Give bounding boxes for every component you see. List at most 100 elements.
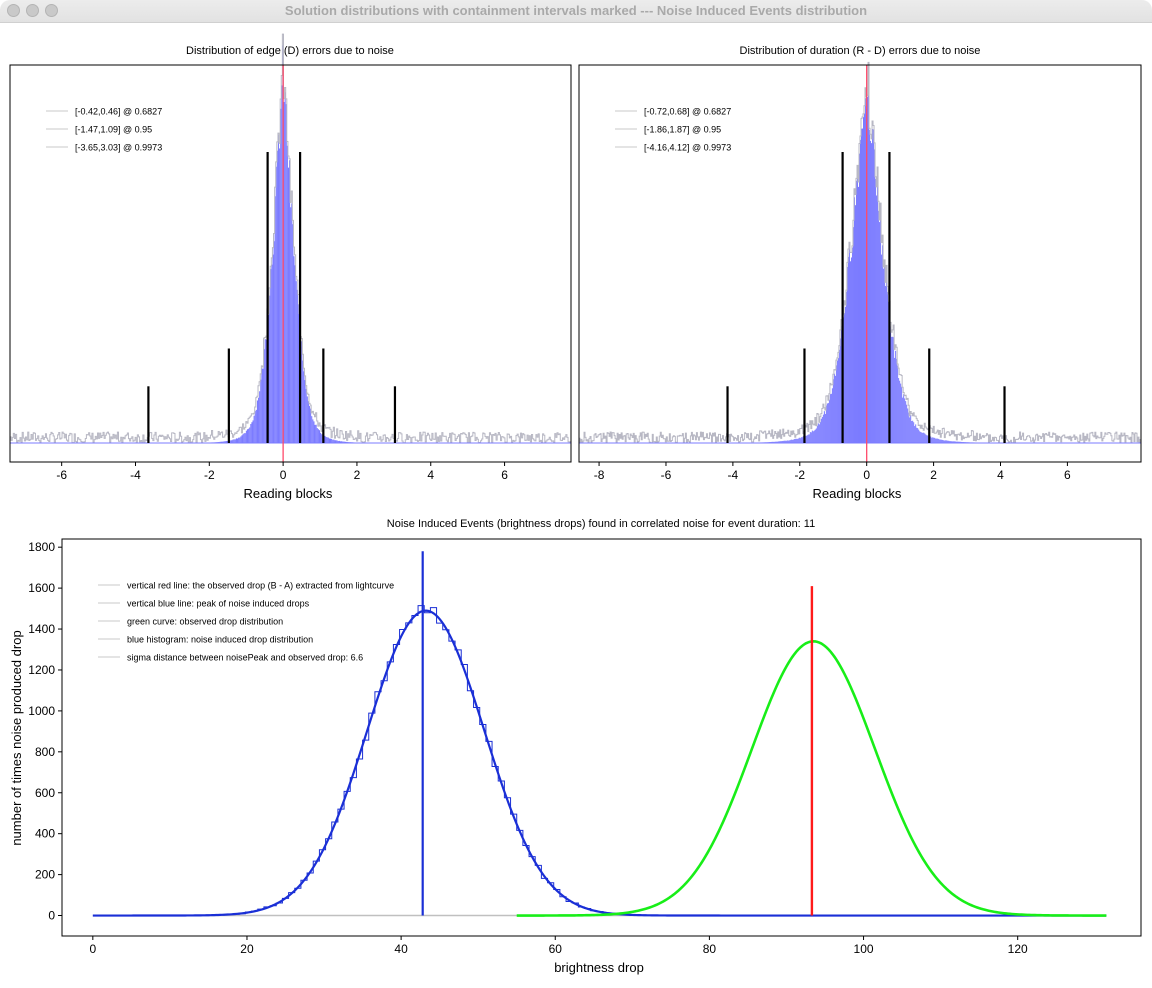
duration-histogram-bar: [800, 437, 802, 443]
duration-histogram-bar: [795, 438, 797, 443]
title-bar: Solution distributions with containment …: [0, 0, 1152, 23]
duration-histogram-bar: [780, 441, 782, 443]
edge-histogram-bar: [233, 439, 235, 443]
duration-histogram-bar: [941, 439, 943, 443]
duration-histogram-bar: [933, 437, 935, 443]
edge-histogram-bar: [338, 440, 340, 443]
noise-events-x-tick-label: 100: [854, 942, 874, 956]
duration-histogram-bar: [880, 210, 882, 443]
noise-events-y-ticks: 0 200 400 600 800 1000 1200 1400 1600 1800: [28, 540, 62, 923]
duration-histogram-bar: [945, 440, 947, 443]
duration-histogram-bar: [909, 417, 911, 443]
duration-histogram-bar: [922, 432, 924, 443]
edge-histogram-bar: [295, 281, 297, 443]
edge-histogram-bar: [327, 437, 329, 443]
edge-histogram-bar: [244, 433, 246, 443]
edge-histogram-bar: [337, 440, 339, 443]
edge-histogram-bar: [333, 439, 335, 443]
duration-histogram-bar: [773, 441, 775, 443]
duration-histogram-bar: [822, 414, 824, 443]
noise-events-panel: Noise Induced Events (brightness drops) …: [9, 518, 1142, 975]
duration-histogram: [578, 61, 1141, 444]
duration-histogram-bar: [777, 441, 779, 443]
duration-histogram-bar: [956, 441, 958, 443]
edge-histogram-bar: [313, 421, 315, 443]
duration-histogram-bar: [946, 440, 948, 443]
edge-legend-label: [-3.65,3.03] @ 0.9973: [75, 143, 162, 153]
edge-histogram-bar: [225, 441, 228, 443]
edge-histogram-bar: [250, 423, 252, 443]
edge-histogram-bar: [296, 289, 298, 443]
edge-histogram-bar: [317, 429, 319, 443]
duration-legend: [-0.72,0.68] @ 0.6827 [-1.86,1.87] @ 0.95…: [615, 107, 731, 153]
edge-histogram-bar: [344, 441, 346, 443]
edge-histogram-bar: [271, 264, 273, 443]
duration-histogram-bar: [948, 440, 950, 443]
duration-histogram-bar: [915, 424, 917, 443]
edge-x-tick-label: -6: [56, 468, 67, 482]
edge-histogram-bar: [291, 203, 293, 443]
edge-histogram-bar: [328, 438, 330, 443]
duration-histogram-bar: [815, 428, 817, 443]
noise-distribution-curve: [92, 609, 1107, 917]
minimize-window-button[interactable]: [26, 4, 39, 17]
duration-x-tick-label: 4: [997, 468, 1004, 482]
edge-histogram-bar: [232, 439, 234, 443]
edge-legend-label: [-0.42,0.46] @ 0.6827: [75, 107, 162, 117]
duration-histogram-bar: [957, 441, 959, 443]
duration-histogram-bar: [865, 98, 867, 443]
duration-histogram-bar: [930, 436, 932, 443]
edge-histogram-bar: [279, 148, 281, 444]
edge-histogram-bar: [252, 420, 254, 443]
duration-histogram-bar: [890, 326, 892, 443]
edge-histogram-bar: [315, 424, 317, 443]
duration-histogram-bar: [851, 247, 853, 443]
noise-events-y-tick-label: 1800: [28, 540, 55, 554]
edge-histogram-bar: [255, 409, 257, 443]
duration-legend-label: [-1.86,1.87] @ 0.95: [644, 125, 721, 135]
duration-histogram-bar: [869, 129, 871, 443]
edge-histogram-bar: [219, 441, 221, 443]
duration-histogram-bar: [940, 439, 942, 443]
duration-error-panel: Distribution of duration (R - D) errors …: [578, 45, 1142, 501]
duration-x-tick-label: 2: [930, 468, 937, 482]
noise-events-y-tick-label: 200: [35, 868, 55, 882]
duration-histogram-bar: [878, 210, 880, 443]
zoom-window-button[interactable]: [45, 4, 58, 17]
duration-histogram-bar: [812, 431, 814, 443]
edge-histogram-bar: [304, 380, 306, 443]
noise-events-x-tick-label: 120: [1008, 942, 1028, 956]
close-window-button[interactable]: [7, 4, 20, 17]
duration-histogram-bar: [789, 440, 791, 443]
duration-histogram-bar: [838, 349, 840, 443]
duration-histogram-bar: [781, 441, 783, 443]
edge-histogram-bar: [334, 440, 336, 443]
duration-histogram-bar: [820, 418, 822, 443]
noise-events-y-tick-label: 1600: [28, 581, 55, 595]
duration-histogram-bar: [904, 398, 906, 443]
duration-histogram-bar: [908, 412, 910, 443]
edge-histogram-bar: [345, 441, 347, 443]
noise-events-x-tick-label: 60: [549, 942, 563, 956]
noise-events-y-tick-label: 800: [35, 745, 55, 759]
duration-histogram-bar: [853, 197, 855, 443]
duration-histogram-bar: [903, 394, 905, 443]
edge-histogram-bar: [273, 241, 275, 443]
edge-histogram-bar: [307, 401, 309, 443]
duration-histogram-bar: [830, 393, 832, 443]
duration-histogram-bar: [799, 438, 801, 443]
edge-histogram-bar: [336, 440, 338, 443]
duration-histogram-bar: [836, 360, 838, 443]
noise-events-y-tick-label: 400: [35, 827, 55, 841]
duration-histogram-bar: [900, 383, 902, 443]
edge-histogram-bar: [246, 429, 249, 443]
duration-histogram-bar: [860, 139, 862, 443]
duration-histogram-bar: [790, 439, 792, 443]
edge-histogram-bar: [316, 428, 318, 443]
edge-histogram-bar: [332, 439, 334, 443]
edge-histogram-bar: [281, 85, 283, 443]
duration-histogram-bar: [951, 441, 953, 443]
duration-histogram-bar: [921, 432, 923, 443]
duration-histogram-bar: [834, 375, 836, 443]
